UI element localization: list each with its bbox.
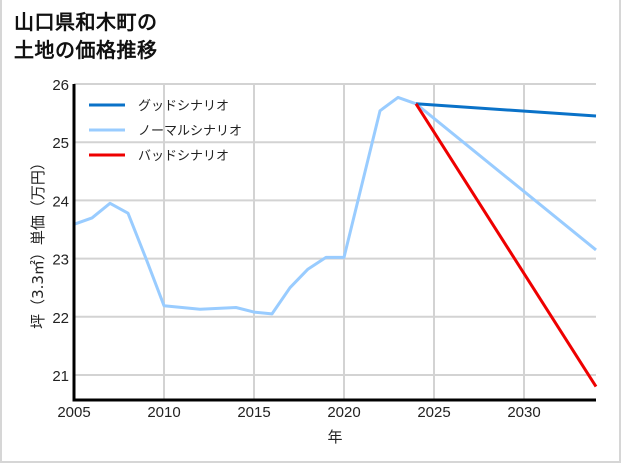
y-tick-label: 26 [52, 77, 69, 94]
x-tick-label: 2025 [417, 404, 450, 421]
chart-title: 山口県和木町の 土地の価格推移 [14, 8, 158, 64]
y-axis-label: 坪（3.3㎡）単価（万円） [29, 155, 47, 329]
legend-label-1: ノーマルシナリオ [138, 124, 242, 139]
y-tick-label: 24 [52, 193, 69, 210]
series-line-1 [73, 95, 597, 316]
x-tick-label: 2030 [507, 404, 540, 421]
y-tick-label: 23 [52, 252, 69, 269]
axes: 21 22 23 24 25 26 2005 2010 2015 2020 2025 2030 [52, 77, 596, 421]
series-line-0 [415, 102, 597, 118]
chart-title-line2: 土地の価格推移 [14, 38, 158, 62]
legend-label-2: バッドシナリオ [138, 149, 229, 164]
x-tick-label: 2015 [237, 404, 270, 421]
x-axis-label: 年 [327, 428, 342, 446]
y-tick-label: 25 [52, 135, 69, 152]
legend-label-0: グッドシナリオ [138, 99, 229, 114]
y-tick-label: 22 [52, 310, 69, 327]
x-tick-label: 2020 [327, 404, 360, 421]
chart-title-line1: 山口県和木町の [14, 10, 158, 34]
y-tick-label: 21 [52, 368, 69, 385]
x-tick-label: 2010 [147, 404, 180, 421]
x-tick-label: 2005 [57, 404, 90, 421]
series-line-2 [414, 102, 598, 388]
data-lines [73, 95, 598, 388]
